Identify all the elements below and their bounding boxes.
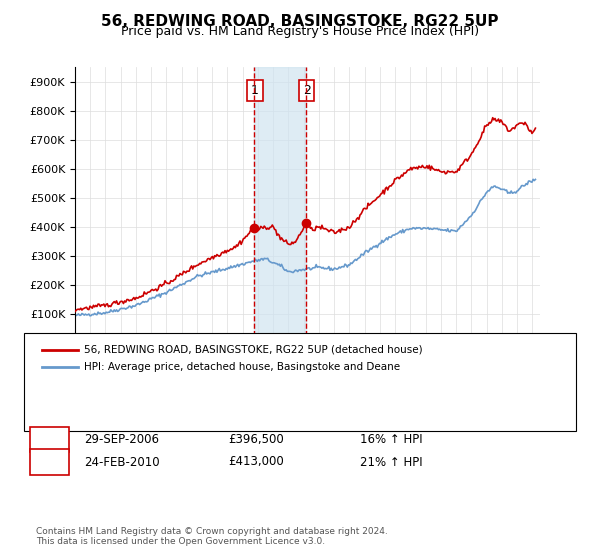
Text: Price paid vs. HM Land Registry's House Price Index (HPI): Price paid vs. HM Land Registry's House … — [121, 25, 479, 38]
Text: 2: 2 — [303, 84, 311, 97]
Text: Contains HM Land Registry data © Crown copyright and database right 2024.
This d: Contains HM Land Registry data © Crown c… — [36, 526, 388, 546]
Text: 16% ↑ HPI: 16% ↑ HPI — [360, 433, 422, 446]
Text: 56, REDWING ROAD, BASINGSTOKE, RG22 5UP: 56, REDWING ROAD, BASINGSTOKE, RG22 5UP — [101, 14, 499, 29]
Bar — [254, 67, 306, 343]
Text: 2: 2 — [45, 455, 54, 469]
Text: 24-FEB-2010: 24-FEB-2010 — [84, 455, 160, 469]
Text: 29-SEP-2006: 29-SEP-2006 — [84, 433, 159, 446]
Text: HPI: Average price, detached house, Basingstoke and Deane: HPI: Average price, detached house, Basi… — [84, 362, 400, 372]
Text: £396,500: £396,500 — [228, 433, 284, 446]
Text: 1: 1 — [45, 433, 54, 446]
Text: 1: 1 — [251, 84, 259, 97]
Text: £413,000: £413,000 — [228, 455, 284, 469]
Text: 56, REDWING ROAD, BASINGSTOKE, RG22 5UP (detached house): 56, REDWING ROAD, BASINGSTOKE, RG22 5UP … — [84, 345, 422, 355]
Text: 21% ↑ HPI: 21% ↑ HPI — [360, 455, 422, 469]
